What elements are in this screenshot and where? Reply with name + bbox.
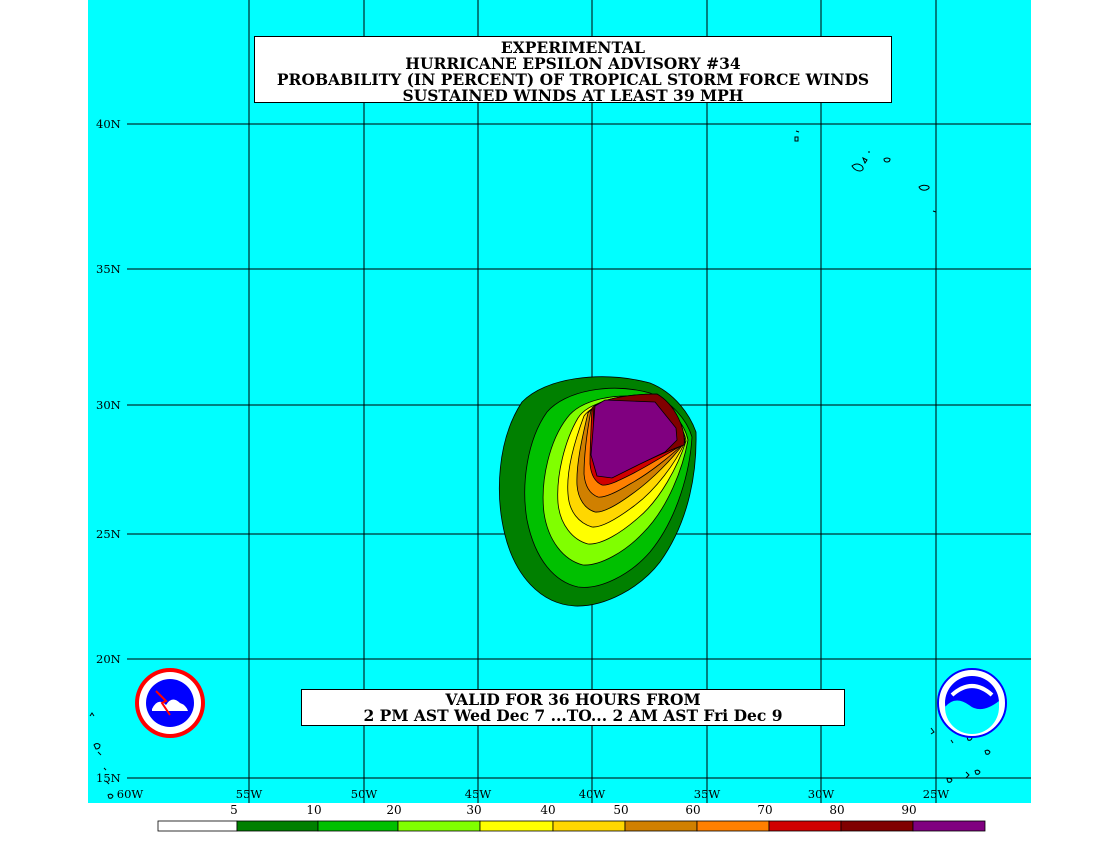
lat-label-30n: 30N	[96, 398, 121, 412]
nws-logo	[135, 668, 205, 738]
legend-swatch-6	[624, 820, 698, 832]
lon-label-50w: 50W	[351, 787, 378, 801]
probability-contours	[499, 376, 697, 607]
lon-label-45w: 45W	[465, 787, 492, 801]
contour-90pct	[590, 399, 678, 479]
legend-swatch-5	[552, 820, 626, 832]
legend-label-90: 90	[901, 803, 916, 817]
lon-label-25w: 25W	[923, 787, 950, 801]
lesser-antilles	[89, 712, 114, 799]
longitude-labels: 60W 55W 50W 45W 40W 35W 30W 25W	[117, 787, 950, 801]
lon-label-30w: 30W	[808, 787, 835, 801]
lon-label-40w: 40W	[579, 787, 606, 801]
title-line-3: PROBABILITY (IN PERCENT) OF TROPICAL STO…	[276, 70, 870, 89]
legend-swatch-4	[479, 820, 554, 832]
legend-label-30: 30	[466, 803, 481, 817]
legend-label-20: 20	[386, 803, 401, 817]
legend-swatch-2	[317, 820, 399, 832]
valid-period-box: VALID FOR 36 HOURS FROM 2 PM AST Wed Dec…	[301, 689, 845, 726]
lon-label-35w: 35W	[694, 787, 721, 801]
title-line-4: SUSTAINED WINDS AT LEAST 39 MPH	[402, 86, 744, 105]
legend-swatch-0	[157, 820, 238, 832]
noaa-logo	[937, 668, 1007, 738]
azores-islands	[794, 130, 937, 213]
legend-swatch-10	[912, 820, 986, 832]
legend-label-40: 40	[540, 803, 555, 817]
legend-label-50: 50	[613, 803, 628, 817]
legend-swatch-7	[696, 820, 770, 832]
lat-label-25n: 25N	[96, 527, 121, 541]
legend-label-10: 10	[306, 803, 321, 817]
latitude-labels: 40N 35N 30N 25N 20N 15N	[96, 117, 121, 785]
legend-label-60: 60	[685, 803, 700, 817]
valid-line-1: VALID FOR 36 HOURS FROM	[445, 690, 701, 709]
legend-swatch-3	[397, 820, 481, 832]
legend-labels: 5 10 20 30 40 50 60 70 80 90	[230, 803, 916, 817]
lat-label-20n: 20N	[96, 652, 121, 666]
lat-label-40n: 40N	[96, 117, 121, 131]
lon-label-55w: 55W	[236, 787, 263, 801]
legend-swatch-8	[768, 820, 842, 832]
legend-label-70: 70	[757, 803, 772, 817]
legend-swatches	[157, 820, 986, 832]
legend: 5 10 20 30 40 50 60 70 80 90	[157, 803, 986, 832]
lat-label-35n: 35N	[96, 262, 121, 276]
title-line-1: EXPERIMENTAL	[500, 38, 646, 57]
legend-swatch-9	[840, 820, 914, 832]
valid-line-2: 2 PM AST Wed Dec 7 ...TO... 2 AM AST Fri…	[363, 706, 783, 725]
legend-swatch-1	[236, 820, 319, 832]
lon-label-60w: 60W	[117, 787, 144, 801]
legend-label-80: 80	[829, 803, 844, 817]
title-line-2: HURRICANE EPSILON ADVISORY #34	[405, 54, 741, 73]
title-box: EXPERIMENTAL HURRICANE EPSILON ADVISORY …	[254, 36, 892, 105]
legend-label-5: 5	[230, 803, 238, 817]
lat-label-15n: 15N	[96, 771, 121, 785]
